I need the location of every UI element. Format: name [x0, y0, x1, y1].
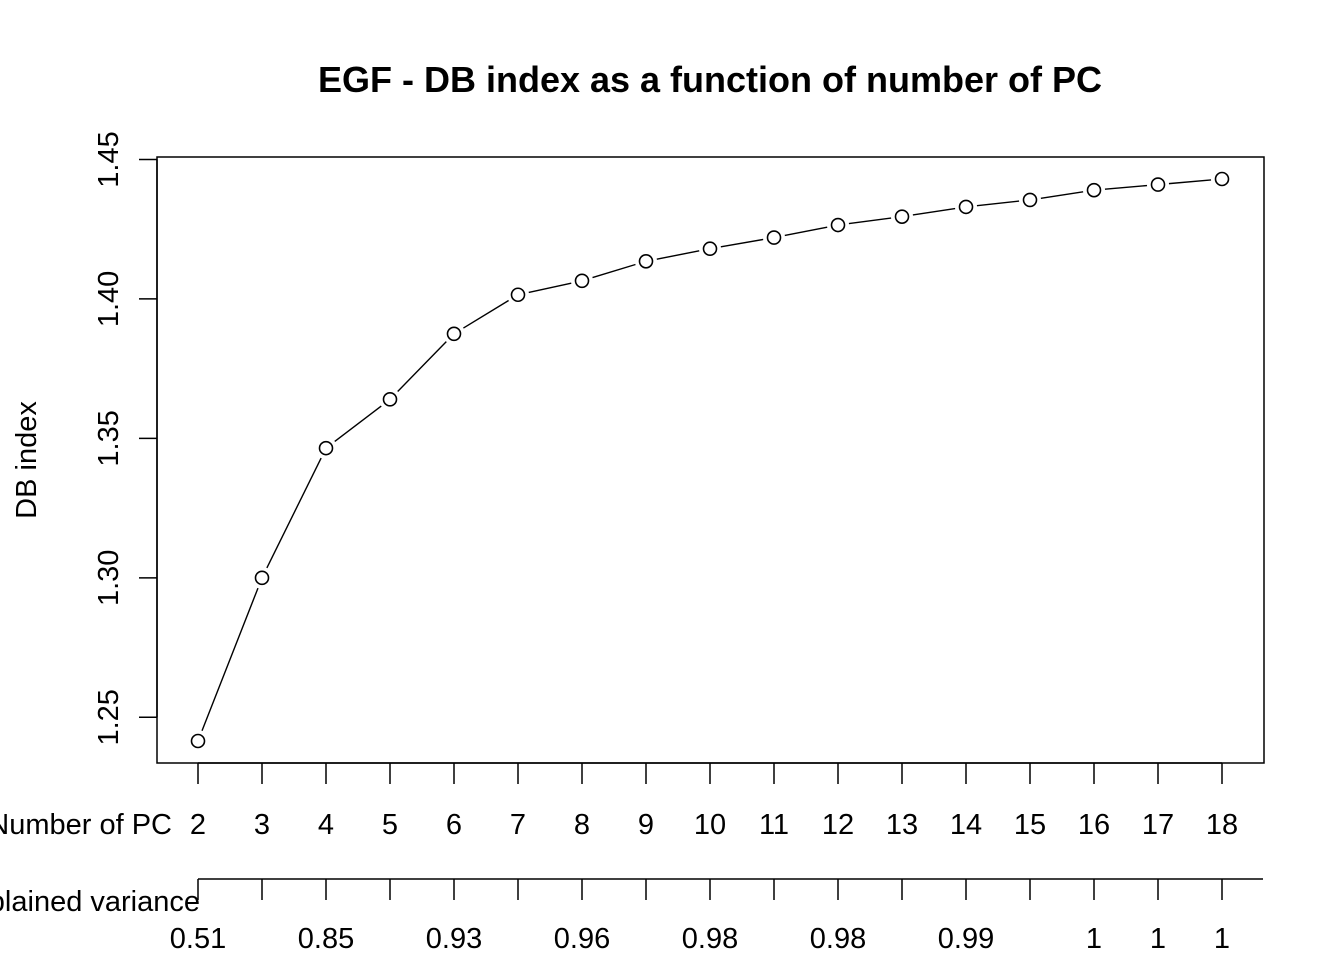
- data-point: [190, 733, 206, 749]
- y-tick-label: 1.25: [93, 689, 125, 745]
- x-tick-label: 5: [382, 809, 398, 841]
- series-line-segment: [784, 226, 828, 237]
- x-tick-label: 2: [190, 809, 206, 841]
- data-point: [1022, 192, 1038, 208]
- y-tick-label: 1.35: [93, 410, 125, 466]
- secondary-x-axis: 0.51 0.85 0.93 0.96 0.98 0.98 0.99 1 1 1: [170, 878, 1263, 955]
- x-tick-label: 17: [1142, 809, 1174, 841]
- secondary-x-axis-label: Explained variance: [0, 886, 200, 918]
- x2-tick-label: 0.85: [298, 923, 354, 955]
- data-point: [574, 273, 590, 289]
- x-tick-label: 12: [822, 809, 854, 841]
- data-point: [446, 326, 462, 342]
- y-tick-label: 1.30: [93, 550, 125, 606]
- series-line-segment: [656, 250, 700, 260]
- y-tick-label: 1.40: [93, 271, 125, 327]
- x-tick-label: 3: [254, 809, 270, 841]
- data-point: [382, 392, 398, 407]
- x-tick-label: 4: [318, 809, 334, 841]
- data-point: [1086, 182, 1102, 198]
- series-line-segment: [1104, 184, 1148, 190]
- db-index-series: [190, 171, 1230, 749]
- data-point: [510, 287, 526, 303]
- y-tick-label: 1.45: [93, 131, 125, 187]
- x2-tick-label: 0.99: [938, 923, 994, 955]
- x-tick-label: 6: [446, 809, 462, 841]
- y-axis-label: DB index: [11, 401, 43, 519]
- x2-tick-label: 0.98: [810, 923, 866, 955]
- x-tick-label: 15: [1014, 809, 1046, 841]
- series-line-segment: [848, 217, 892, 225]
- series-line-segment: [266, 457, 322, 569]
- series-line-segment: [592, 263, 636, 279]
- x-axis-label: Number of PC: [0, 809, 172, 841]
- x2-tick-label: 0.51: [170, 923, 226, 955]
- data-point: [830, 217, 846, 233]
- series-line-segment: [1040, 191, 1084, 199]
- series-line-segment: [463, 299, 509, 329]
- x2-tick-label: 0.96: [554, 923, 610, 955]
- series-line-segment: [1168, 179, 1212, 185]
- data-point: [254, 570, 270, 586]
- series-line-segment: [912, 207, 956, 216]
- x2-tick-label: 1: [1150, 923, 1166, 955]
- x2-tick-label: 0.93: [426, 923, 482, 955]
- x-tick-label: 13: [886, 809, 918, 841]
- y-axis: 1.25 1.30 1.35 1.40 1.45: [93, 131, 158, 746]
- data-point: [1214, 171, 1230, 187]
- x-tick-label: 11: [759, 809, 789, 841]
- x-tick-label: 9: [638, 809, 654, 841]
- x-tick-label: 18: [1206, 809, 1238, 841]
- data-point: [1150, 177, 1166, 192]
- series-line-segment: [528, 282, 572, 294]
- series-line-segment: [976, 200, 1020, 207]
- x2-tick-label: 0.98: [682, 923, 738, 955]
- data-point: [766, 230, 782, 245]
- data-point: [638, 253, 654, 269]
- series-line-segment: [397, 341, 447, 392]
- data-point: [958, 199, 974, 215]
- x-tick-label: 16: [1078, 809, 1110, 841]
- x2-tick-label: 1: [1086, 923, 1102, 955]
- x-tick-label: 8: [574, 809, 590, 841]
- x-tick-label: 14: [950, 809, 982, 841]
- data-point: [702, 241, 718, 257]
- series-line-segment: [334, 405, 382, 443]
- x-tick-label: 10: [694, 809, 726, 841]
- series-line-segment: [720, 238, 764, 248]
- x-axis: 2 3 4 5 6 7 8 9 10 11 12 13 14 15 16 17 18: [190, 762, 1238, 841]
- chart-title: EGF - DB index as a function of number o…: [318, 59, 1102, 100]
- data-point: [318, 440, 334, 456]
- data-point: [894, 209, 910, 224]
- x-tick-label: 7: [510, 809, 526, 841]
- series-line-segment: [201, 587, 259, 732]
- x2-tick-label: 1: [1214, 923, 1230, 955]
